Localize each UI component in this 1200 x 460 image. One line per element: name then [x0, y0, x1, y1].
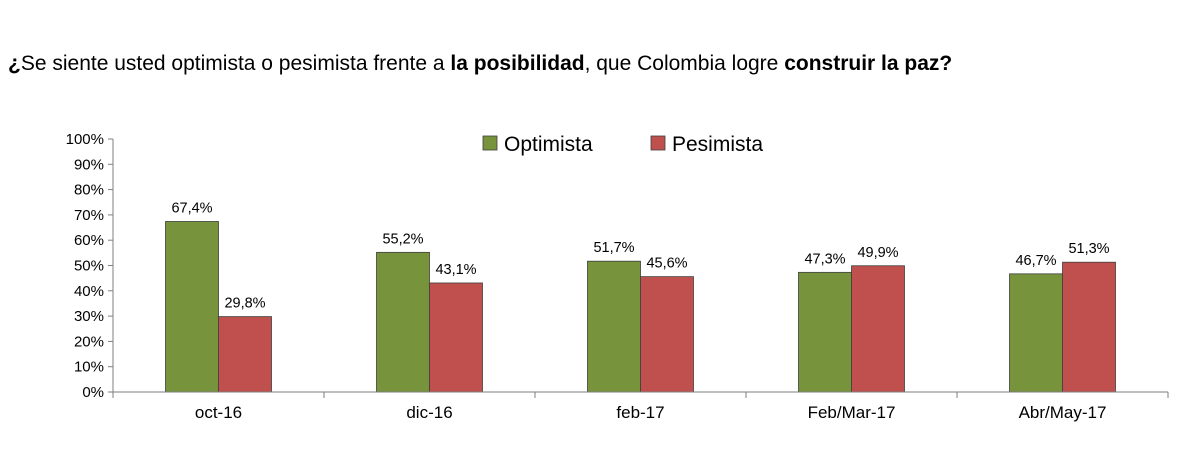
data-label-optimista: 67,4%: [171, 200, 212, 216]
bar-pesimista: [1062, 261, 1116, 393]
y-tick-label: 100%: [66, 131, 104, 148]
bar-pesimista: [640, 276, 694, 393]
title-bold-1: la posibilidad: [450, 52, 585, 75]
data-label-optimista: 55,2%: [382, 231, 423, 247]
legend-label-pesimista: Pesimista: [672, 133, 763, 156]
data-label-pesimista: 29,8%: [224, 296, 265, 312]
data-label-pesimista: 49,9%: [857, 245, 898, 261]
y-tick-label: 90%: [74, 156, 104, 173]
data-label-optimista: 46,7%: [1015, 253, 1056, 269]
y-tick-label: 60%: [74, 232, 104, 249]
y-tick-label: 0%: [82, 384, 104, 401]
bar-optimista: [165, 221, 219, 393]
data-label-optimista: 47,3%: [804, 251, 845, 267]
legend-swatch-optimista: [482, 135, 498, 151]
y-tick-label: 70%: [74, 207, 104, 224]
x-tick-label: feb-17: [616, 403, 664, 422]
y-tick-label: 20%: [74, 333, 104, 350]
bar-pesimista: [218, 316, 272, 393]
x-tick-label: dic-16: [406, 403, 452, 422]
data-label-pesimista: 45,6%: [646, 256, 687, 272]
y-tick-label: 80%: [74, 182, 104, 199]
data-label-pesimista: 43,1%: [435, 262, 476, 278]
y-tick-label: 50%: [74, 258, 104, 275]
x-tick-label: oct-16: [195, 403, 242, 422]
title-bold-2: construir la paz?: [784, 52, 953, 75]
bar-pesimista: [429, 282, 483, 393]
x-tick-label: Abr/May-17: [1019, 403, 1107, 422]
chart-title: ¿Se siente usted optimista o pesimista f…: [8, 52, 952, 76]
data-label-optimista: 51,7%: [593, 240, 634, 256]
bar-optimista: [376, 251, 430, 393]
y-tick-label: 40%: [74, 283, 104, 300]
legend-label-optimista: Optimista: [504, 133, 593, 156]
bar-pesimista: [851, 265, 905, 393]
title-question-mark: ¿: [8, 52, 21, 75]
legend-swatch-pesimista: [650, 135, 666, 151]
bar-optimista: [1009, 273, 1063, 393]
title-part-2: , que Colombia logre: [584, 52, 785, 75]
y-tick-label: 30%: [74, 308, 104, 325]
title-part-1: Se siente usted optimista o pesimista fr…: [20, 52, 451, 75]
bar-optimista: [587, 260, 641, 393]
y-tick-label: 10%: [74, 359, 104, 376]
x-tick-label: Feb/Mar-17: [808, 403, 896, 422]
data-label-pesimista: 51,3%: [1068, 241, 1109, 257]
bar-optimista: [798, 271, 852, 393]
